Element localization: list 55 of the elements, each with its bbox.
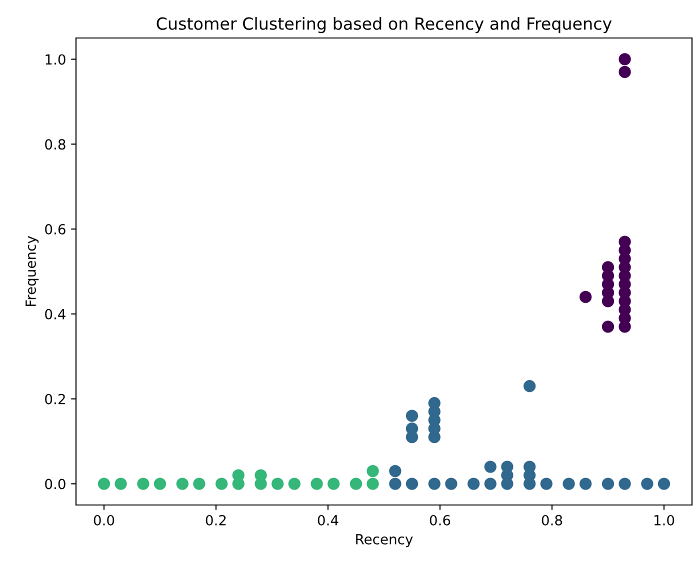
point <box>428 478 440 490</box>
point <box>524 380 536 392</box>
point <box>641 478 654 490</box>
point <box>562 478 575 490</box>
point <box>272 478 284 490</box>
point <box>445 478 458 490</box>
y-tick-label: 0.6 <box>45 224 66 235</box>
point <box>310 478 323 490</box>
point <box>618 478 631 490</box>
x-tick-label: 1.0 <box>654 514 674 526</box>
x-tick-label: 0.8 <box>542 514 562 526</box>
point <box>618 236 631 248</box>
point <box>389 464 402 478</box>
point <box>468 478 480 490</box>
point <box>501 460 514 473</box>
point <box>114 478 127 490</box>
point <box>618 53 631 66</box>
point <box>288 478 300 490</box>
point <box>137 478 150 490</box>
point <box>350 478 362 490</box>
x-tick-label: 0.6 <box>430 514 450 526</box>
y-tick-label: 0.8 <box>45 139 66 150</box>
point <box>254 469 267 482</box>
point <box>580 478 592 490</box>
point <box>216 478 228 490</box>
point <box>98 478 110 490</box>
point <box>524 460 536 473</box>
x-tick-label: 0.4 <box>318 514 338 526</box>
point <box>389 478 402 490</box>
point <box>366 464 379 478</box>
point <box>580 290 592 304</box>
y-axis-title: Frequency <box>26 236 39 306</box>
y-tick-label: 0.0 <box>45 478 66 490</box>
y-tick-label: 0.4 <box>45 308 66 320</box>
point <box>232 469 244 482</box>
point <box>193 478 206 490</box>
point <box>602 320 614 333</box>
x-tick-label: 0.2 <box>206 514 226 526</box>
x-axis-title: Recency <box>356 534 413 548</box>
point <box>406 410 418 422</box>
point <box>618 66 631 78</box>
x-tick-label: 0.0 <box>94 514 114 526</box>
y-tick-label: 0.2 <box>45 394 65 404</box>
y-tick-label: 1.0 <box>46 54 66 65</box>
point <box>328 478 340 490</box>
point <box>658 478 670 490</box>
point <box>176 478 188 490</box>
chart-title: Customer Clustering based on Recency and Frequency <box>156 17 612 34</box>
point <box>602 478 614 490</box>
point <box>540 478 552 490</box>
point <box>366 478 379 490</box>
point <box>154 478 166 490</box>
point <box>484 478 496 490</box>
point <box>406 478 418 490</box>
point <box>484 460 496 473</box>
